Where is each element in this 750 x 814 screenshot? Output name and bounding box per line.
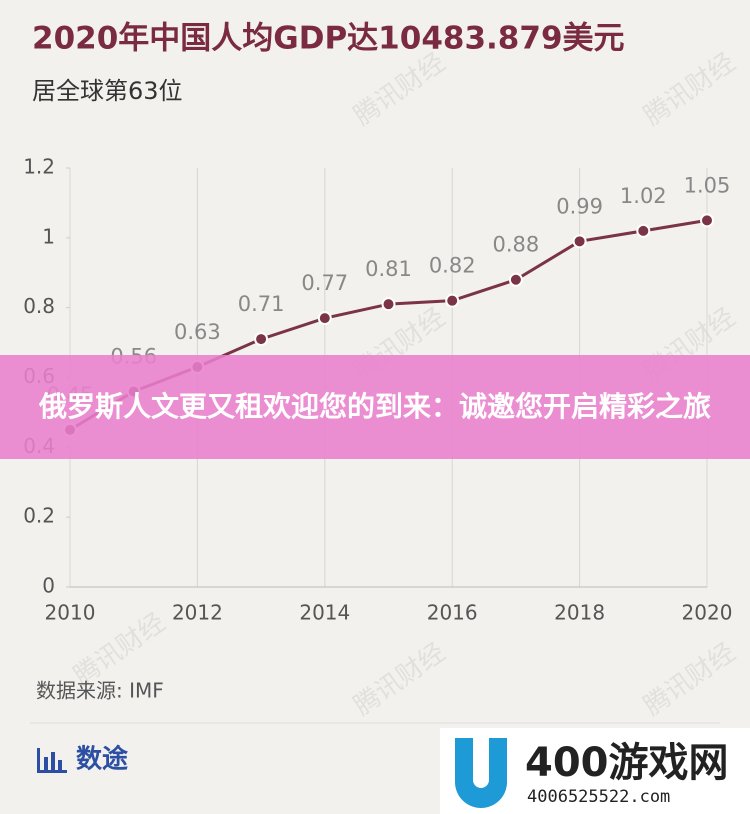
brand-icon <box>37 748 67 773</box>
data-label: 0.71 <box>238 292 285 316</box>
point <box>445 293 460 308</box>
data-label: 0.77 <box>301 271 348 295</box>
y-tick-label: 0.8 <box>23 294 55 318</box>
y-tick-label: 0 <box>42 574 55 598</box>
data-label: 0.88 <box>493 233 540 257</box>
point <box>636 223 651 238</box>
y-tick-label: 1 <box>42 224 55 248</box>
source: 数据来源: IMF <box>36 679 164 703</box>
point <box>572 234 587 249</box>
chart-title: 2020年中国人均GDP达10483.879美元 <box>32 21 625 57</box>
y-tick-label: 0.2 <box>23 504 55 528</box>
logo-icon <box>455 738 507 808</box>
y-tick-label: 1.2 <box>23 155 55 179</box>
logo-name: 400游戏网 <box>525 740 729 786</box>
x-tick-label: 2012 <box>172 601 223 625</box>
x-tick-label: 2020 <box>682 601 733 625</box>
watermark: 腾讯财经 <box>349 47 451 131</box>
point <box>700 213 714 228</box>
logo-url: 4006525522.com <box>527 787 670 807</box>
data-label: 0.99 <box>556 194 603 218</box>
banner-text: 俄罗斯人文更又租欢迎您的到来：诚邀您开启精彩之旅 <box>38 390 711 423</box>
x-tick-label: 2010 <box>45 601 96 625</box>
data-label: 0.81 <box>365 257 412 281</box>
x-tick-label: 2018 <box>554 601 605 625</box>
watermark: 腾讯财经 <box>639 637 741 721</box>
point <box>317 311 332 326</box>
data-label: 1.05 <box>684 173 731 197</box>
data-label: 0.63 <box>174 320 221 344</box>
banner: 俄罗斯人文更又租欢迎您的到来：诚邀您开启精彩之旅 <box>0 355 750 459</box>
chart-subtitle: 居全球第63位 <box>32 77 183 105</box>
data-label: 1.02 <box>620 184 667 208</box>
watermark: 腾讯财经 <box>639 47 741 131</box>
brand: 数途 <box>76 744 129 775</box>
x-tick-label: 2014 <box>299 601 350 625</box>
data-label: 0.82 <box>429 254 476 278</box>
point <box>508 272 523 287</box>
watermark: 腾讯财经 <box>349 637 451 721</box>
point <box>381 297 396 312</box>
x-tick-label: 2016 <box>427 601 478 625</box>
point <box>254 332 269 347</box>
